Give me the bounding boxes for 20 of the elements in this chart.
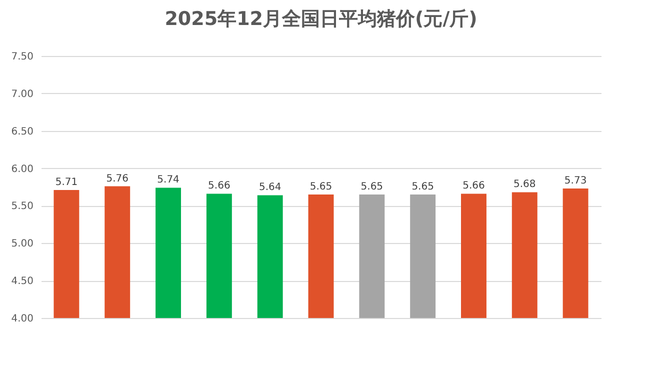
data-label: 5.74 bbox=[157, 174, 180, 186]
data-label: 5.65 bbox=[360, 181, 384, 192]
chart-title: 2025年12月全国日平均猪价(元/斤) bbox=[164, 8, 478, 30]
y-tick-label: 5.00 bbox=[11, 238, 34, 250]
y-tick-label: 6.50 bbox=[11, 126, 34, 138]
y-tick-label: 4.00 bbox=[11, 314, 34, 324]
data-label: 5.65 bbox=[310, 181, 332, 192]
data-label: 5.76 bbox=[106, 173, 128, 184]
data-label: 5.66 bbox=[208, 180, 230, 192]
y-tick-label: 7.00 bbox=[11, 88, 34, 100]
data-label: 5.71 bbox=[55, 176, 78, 188]
y-tick-label: 7.50 bbox=[11, 52, 34, 62]
data-label: 5.65 bbox=[412, 181, 434, 192]
data-label: 5.66 bbox=[462, 180, 485, 192]
data-label: 5.68 bbox=[514, 179, 536, 190]
y-tick-label: 6.00 bbox=[11, 164, 34, 175]
y-tick-label: 5.50 bbox=[11, 201, 34, 212]
data-label: 5.64 bbox=[258, 182, 282, 194]
data-label: 5.73 bbox=[564, 175, 587, 186]
y-tick-label: 4.50 bbox=[11, 276, 34, 288]
